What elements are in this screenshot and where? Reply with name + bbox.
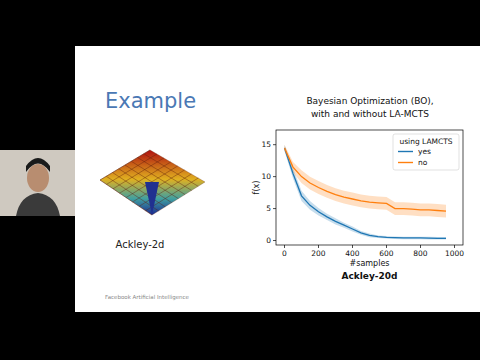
- x-tick: [420, 245, 421, 248]
- y-tick-label: 15: [261, 140, 271, 149]
- surface-grid: [133, 170, 185, 202]
- x-tick: [454, 245, 455, 248]
- chart-title: Bayesian Optimization (BO),: [306, 96, 433, 106]
- y-tick-label: 0: [266, 236, 271, 245]
- series-line: [285, 148, 447, 238]
- y-tick: [273, 240, 276, 241]
- footer: Facebook Artificial Intelligence: [105, 294, 190, 301]
- y-axis-label: f(x): [252, 181, 261, 195]
- plot-area: [285, 145, 447, 240]
- legend-label: yes: [418, 147, 431, 156]
- webcam-face: [27, 164, 49, 192]
- slide-title: Example: [105, 89, 196, 113]
- surface-image: [100, 150, 205, 215]
- webcam-hair: [26, 158, 50, 172]
- legend: using LAMCTSyes no: [393, 134, 459, 170]
- x-tick-label: 800: [413, 249, 428, 258]
- legend-title: using LAMCTS: [399, 137, 452, 146]
- webcam: [0, 150, 75, 216]
- webcam-body: [16, 193, 60, 216]
- y-tick: [273, 176, 276, 177]
- y-tick-label: 5: [266, 204, 271, 213]
- x-tick: [318, 245, 319, 248]
- error-band: [285, 145, 447, 240]
- page: Example Ackley-2d Facebook Artificial Inte…: [0, 0, 480, 360]
- x-tick-label: 0: [282, 249, 287, 258]
- error-band: [285, 145, 447, 218]
- y-tick: [273, 208, 276, 209]
- x-tick-label: 1000: [445, 249, 464, 258]
- plot-frame: [276, 130, 463, 245]
- legend-label: no: [418, 158, 428, 167]
- x-tick-label: 400: [345, 249, 360, 258]
- x-tick: [284, 245, 285, 248]
- legend-swatch: [398, 151, 413, 152]
- webcam-bg: [0, 150, 75, 216]
- chart-caption: Ackley-20d: [341, 271, 397, 281]
- legend-box: [393, 134, 459, 170]
- chart-subtitle: with and without LA-MCTS: [311, 109, 429, 119]
- x-tick: [352, 245, 353, 248]
- surface-grid: [131, 161, 185, 194]
- slide: [75, 46, 480, 312]
- surface-grid: [144, 154, 198, 187]
- x-tick-label: 600: [379, 249, 394, 258]
- y-tick: [273, 144, 276, 145]
- image-caption: Ackley-2d: [116, 239, 165, 250]
- x-tick: [386, 245, 387, 248]
- series-line: [285, 148, 447, 211]
- legend-swatch: [398, 162, 413, 163]
- y-tick-label: 10: [261, 172, 271, 181]
- surface-grid: [138, 158, 192, 191]
- surface-dip: [145, 182, 159, 215]
- x-tick-label: 200: [311, 249, 326, 258]
- x-axis-label: #samples: [350, 259, 390, 268]
